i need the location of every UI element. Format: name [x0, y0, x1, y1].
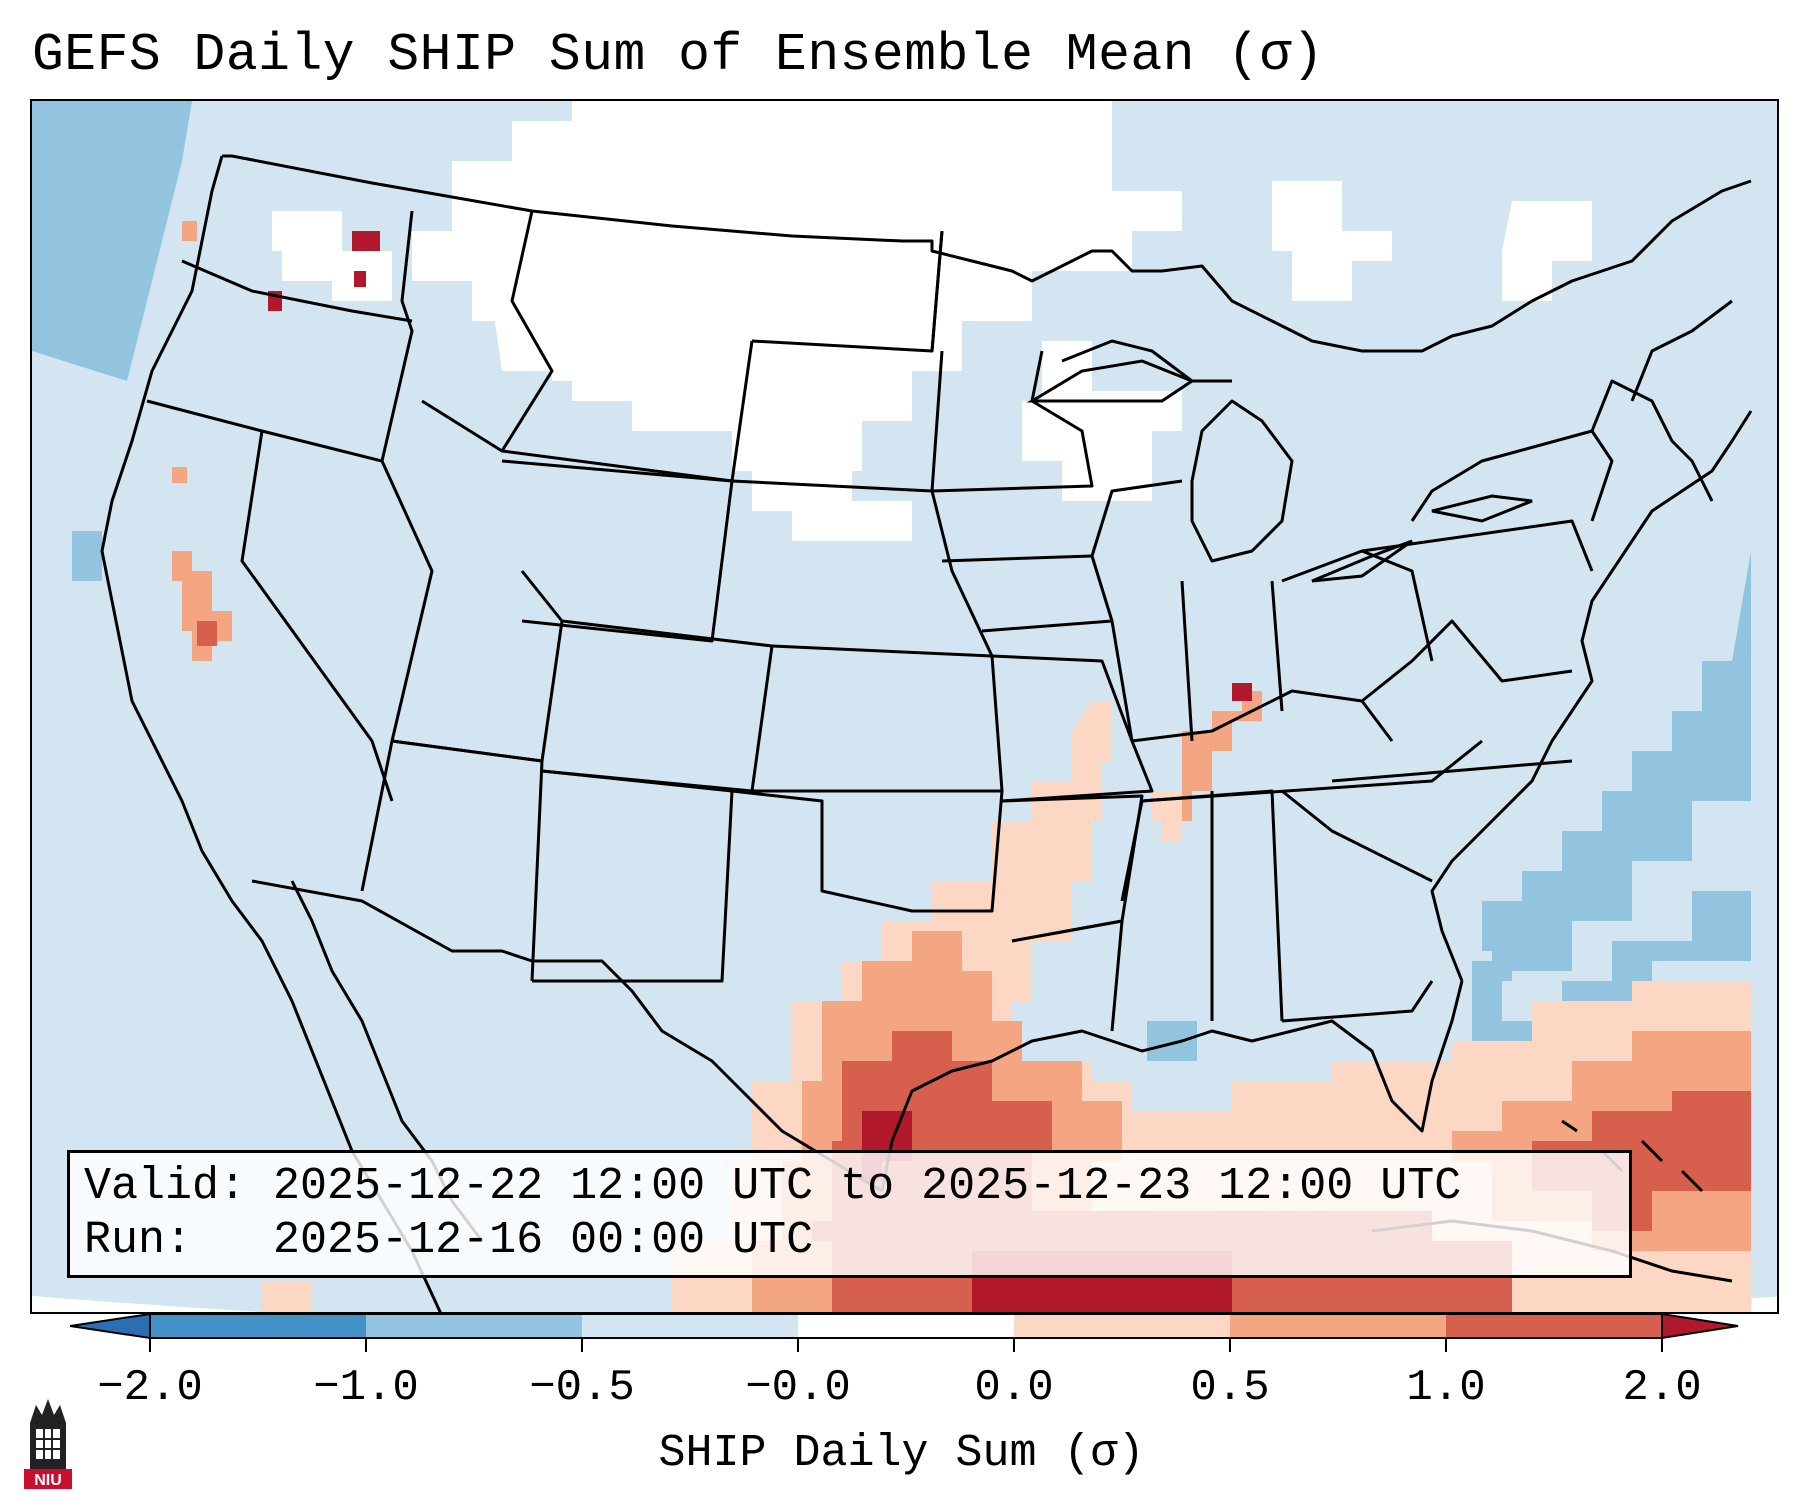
caribbean-strong — [1532, 1091, 1751, 1231]
lake-ontario — [1431, 494, 1533, 523]
nc-va-border — [1331, 759, 1573, 783]
east-coastline — [1430, 410, 1753, 982]
atlantic-negative-region — [1482, 551, 1751, 981]
niu-logo: NIU — [24, 1399, 72, 1489]
colorbar-tick-label: 1.0 — [1406, 1363, 1486, 1413]
mt-wy-border — [421, 340, 754, 483]
colorbar-bin-4 — [798, 1314, 1014, 1338]
montana-neutral-region — [492, 301, 652, 401]
wy-border — [501, 459, 734, 643]
map-title: GEFS Daily SHIP Sum of Ensemble Mean (σ) — [32, 25, 1325, 85]
colorbar-tick-label: −0.5 — [529, 1363, 635, 1413]
lakes-neutral-region — [1022, 341, 1182, 501]
lake-superior — [1026, 359, 1196, 403]
mn-border — [930, 230, 1094, 493]
colorbar-bin-6 — [1230, 1314, 1446, 1338]
projection-edge-right — [1691, 1296, 1777, 1312]
colorbar-tick-label: −0.0 — [745, 1363, 851, 1413]
colorbar-tick-label: 2.0 — [1622, 1363, 1702, 1413]
colorbar-ticks — [149, 1338, 1663, 1352]
valid-value: 2025-12-22 12:00 UTC to 2025-12-23 12:00… — [273, 1161, 1462, 1212]
run-row: Run: 2025-12-16 00:00 UTC — [84, 1214, 1629, 1268]
nv-ut-border — [380, 460, 434, 742]
valid-run-infobox: Valid: 2025-12-22 12:00 UTC to 2025-12-2… — [67, 1150, 1632, 1278]
il-in-border — [1180, 580, 1194, 742]
idaho-border — [380, 210, 414, 462]
california-max — [197, 621, 217, 646]
valid-row: Valid: 2025-12-22 12:00 UTC to 2025-12-2… — [84, 1160, 1629, 1214]
colorbar-label: SHIP Daily Sum (σ) — [658, 1428, 1145, 1479]
gulf-negative-patch — [1147, 1021, 1197, 1061]
valid-label: Valid: — [84, 1161, 247, 1212]
colorbar-tick-label: −1.0 — [313, 1363, 419, 1413]
colorbar-tick-label: 0.5 — [1190, 1363, 1270, 1413]
colorbar-tick-label: −2.0 — [97, 1363, 203, 1413]
ok-tx-border — [731, 789, 1004, 913]
us-canada-border — [222, 154, 1752, 353]
west-coastline — [100, 155, 442, 1312]
pacific-positive-strip — [262, 1281, 312, 1312]
map-panel — [30, 99, 1779, 1314]
colorbar-bin-3 — [582, 1314, 798, 1338]
us-mexico-border — [251, 879, 883, 1193]
state-boundaries — [100, 154, 1753, 1312]
colorbar-bin-2 — [366, 1314, 582, 1338]
ia-border — [941, 554, 1114, 633]
ship-map — [32, 101, 1777, 1312]
pacific-negative-band — [32, 101, 192, 381]
maine-neutral-region — [1502, 201, 1592, 301]
indiana-max — [1232, 683, 1252, 701]
in-oh-border — [1270, 580, 1284, 712]
bc-positive — [182, 221, 197, 241]
la-border — [1011, 919, 1124, 1032]
projection-edge-left — [32, 1296, 237, 1312]
colorbar-bin-1 — [150, 1314, 366, 1338]
run-value: 2025-12-16 00:00 UTC — [273, 1215, 814, 1266]
ca-nv-border — [240, 430, 394, 802]
washington-max — [352, 231, 380, 251]
colorbar-extend-high — [1661, 1314, 1739, 1340]
ga-fl-border — [1281, 980, 1434, 1023]
run-label: Run: — [84, 1215, 193, 1266]
new-england — [1590, 299, 1733, 502]
colorbar-extend-low — [70, 1314, 151, 1340]
ohio-positive-trail — [1152, 791, 1182, 841]
great-lakes — [1026, 359, 1533, 583]
ga-sc-border — [1281, 789, 1433, 883]
upper-michigan — [1061, 339, 1232, 383]
tn-border — [1141, 739, 1483, 803]
mt-border — [500, 210, 554, 452]
michigan-outline — [1190, 399, 1294, 563]
dakota-neutral-region — [752, 461, 912, 541]
ne-ks-border — [771, 490, 994, 658]
logo-window — [36, 1429, 60, 1459]
logo-banner — [24, 1469, 72, 1489]
projection-domain — [32, 101, 1777, 1312]
va-wv-border — [1361, 619, 1573, 703]
northeast-neutral-region — [1272, 181, 1392, 301]
indiana-positive — [1172, 691, 1262, 821]
ky-border — [1131, 689, 1394, 743]
wi-il-border — [1090, 479, 1183, 742]
gulf-coastline — [880, 980, 1464, 1192]
pa-ny-border — [1361, 519, 1594, 572]
ny-border — [1410, 429, 1614, 522]
oregon-positive — [172, 467, 187, 483]
pacific-negative-patch — [72, 531, 102, 581]
colorbar-bin-5 — [1014, 1314, 1230, 1338]
wa-or-border — [181, 259, 413, 323]
colorbar-tick-label: 0.0 — [974, 1363, 1054, 1413]
logo-text: NIU — [34, 1472, 62, 1489]
ut-az-border — [391, 739, 543, 763]
oh-pa-border — [1281, 549, 1434, 662]
colorbar-bin-7 — [1446, 1314, 1662, 1338]
washington-max-2 — [354, 271, 366, 287]
colorbar — [70, 1314, 1739, 1352]
nm-border — [532, 769, 734, 983]
lake-erie — [1311, 539, 1413, 583]
